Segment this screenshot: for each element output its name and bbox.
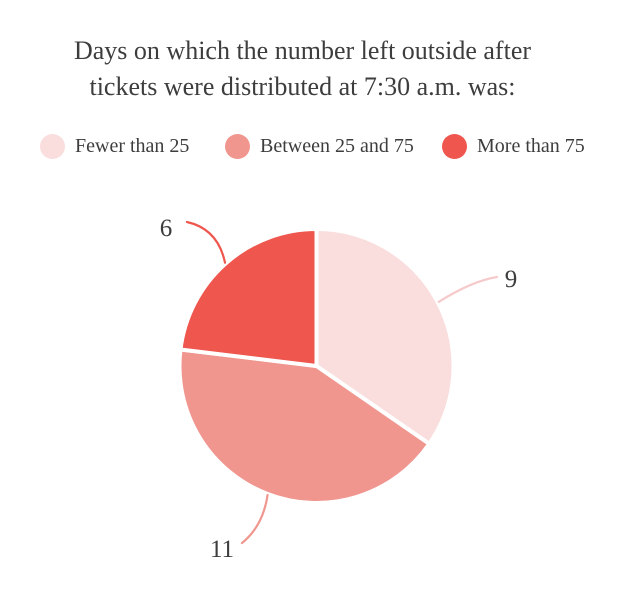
slice-value-label-more-than-75: 6	[160, 215, 173, 242]
chart-legend: Fewer than 25 Between 25 and 75 More tha…	[0, 133, 644, 159]
leader-line-fewer-than-25	[437, 275, 499, 303]
legend-swatch-icon	[40, 133, 65, 159]
leader-line-more-than-75	[185, 220, 227, 264]
legend-item-more-than-75: More than 75	[442, 133, 585, 159]
legend-label: Between 25 and 75	[260, 134, 414, 157]
legend-swatch-icon	[225, 133, 250, 159]
legend-item-fewer-than-25: Fewer than 25	[40, 133, 189, 159]
chart-title-line1: Days on which the number left outside af…	[73, 36, 532, 65]
chart-title: Days on which the number left outside af…	[0, 33, 605, 105]
slice-value-label-between-25-and-75: 11	[210, 536, 234, 563]
legend-label: More than 75	[477, 134, 585, 157]
chart-title-line2: tickets were distributed at 7:30 a.m. wa…	[89, 72, 516, 101]
pie-slice-more-than-75	[178, 227, 319, 368]
legend-label: Fewer than 25	[75, 134, 190, 157]
legend-swatch-icon	[442, 133, 467, 159]
slice-value-label-fewer-than-25: 9	[505, 266, 518, 293]
leader-line-between-25-and-75	[240, 493, 269, 545]
legend-item-between-25-and-75: Between 25 and 75	[225, 133, 414, 159]
